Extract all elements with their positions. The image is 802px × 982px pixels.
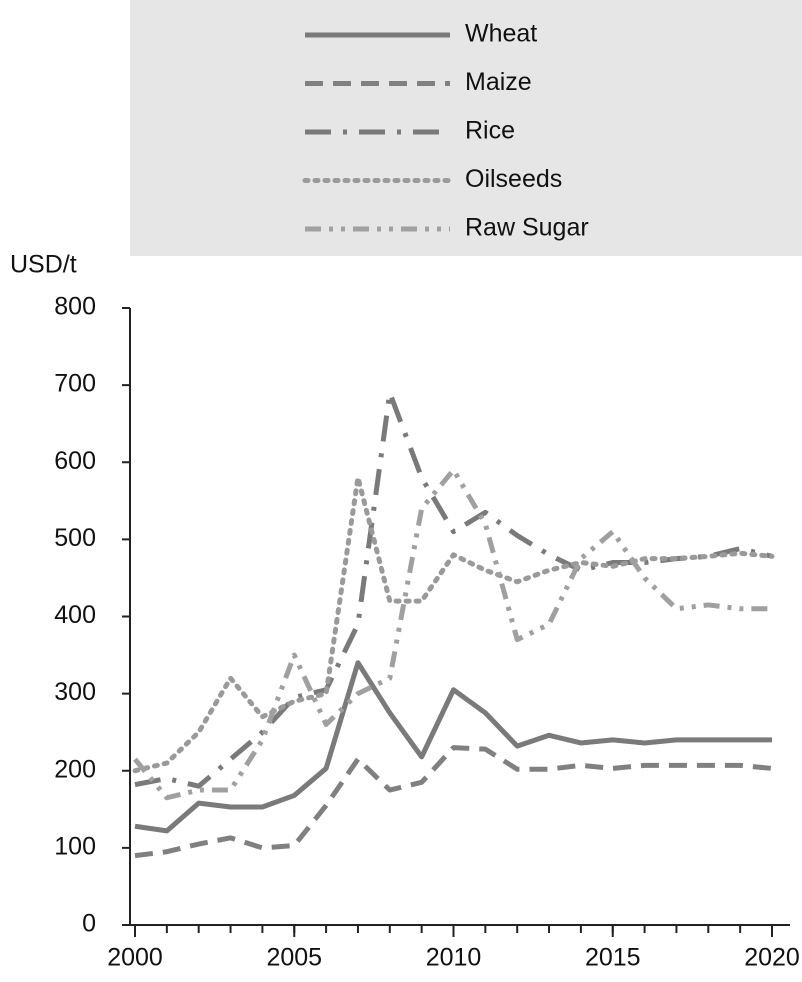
x-tick-label: 2000 (107, 944, 163, 972)
x-tick-label: 2020 (744, 944, 800, 972)
legend-label: Wheat (465, 20, 537, 48)
y-tick-label: 200 (54, 755, 96, 783)
series-line (134, 660, 772, 834)
x-tick-label: 2015 (585, 944, 641, 972)
y-tick-label: 600 (54, 447, 96, 475)
legend-label: Maize (465, 68, 532, 96)
y-tick-label: 100 (54, 832, 96, 860)
y-tick-label: 300 (54, 678, 96, 706)
series-line (133, 467, 772, 801)
y-tick-label: 700 (54, 370, 96, 398)
y-tick-label: 0 (82, 910, 96, 938)
legend-label: Rice (465, 117, 515, 145)
series-line (134, 745, 773, 859)
y-tick-label: 500 (54, 524, 96, 552)
legend-label: Oilseeds (465, 165, 562, 193)
y-tick-label: 800 (54, 293, 96, 321)
series-line (132, 475, 775, 774)
y-tick-label: 400 (54, 601, 96, 629)
series-line (134, 390, 773, 789)
y-axis-label: USD/t (10, 251, 77, 279)
x-tick-label: 2010 (426, 944, 482, 972)
x-tick-label: 2005 (266, 944, 322, 972)
legend-box (130, 0, 802, 256)
legend-label: Raw Sugar (465, 214, 589, 242)
